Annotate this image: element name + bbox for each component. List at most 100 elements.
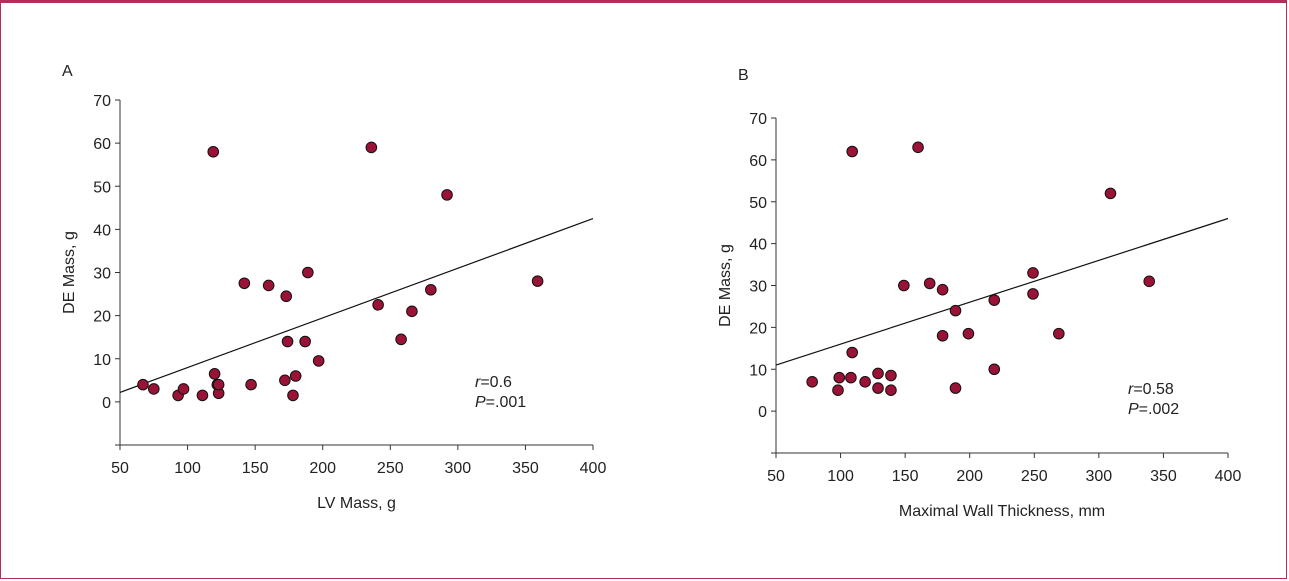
data-point [147, 383, 160, 395]
x-axis-title: LV Mass, g [317, 495, 396, 512]
data-point [196, 389, 209, 402]
data-point [806, 376, 818, 388]
x-tick-label: 300 [445, 460, 472, 477]
p-value: P=.001 [475, 394, 526, 411]
y-axis-title: DE Mass, g [717, 244, 734, 327]
data-point [832, 384, 844, 396]
p-value: P=.002 [1128, 401, 1179, 418]
data-point [1143, 275, 1156, 288]
y-tick-label: 0 [102, 395, 111, 412]
x-tick-label: 50 [111, 460, 129, 477]
data-point [262, 279, 275, 292]
y-tick-label: 60 [93, 136, 111, 153]
x-axis-ticks: 50 100 150 200 250 300 350 400 [767, 453, 1241, 485]
data-point [923, 277, 936, 290]
y-tick-label: 40 [93, 222, 111, 239]
regression-line [775, 217, 1229, 366]
panel-a: A 0 10 20 30 40 50 60 70 50 100 150 200 250 300 350 40… [61, 63, 606, 512]
data-point [912, 141, 924, 154]
y-axis-ticks: 0 10 20 30 40 50 60 70 [93, 93, 120, 446]
x-axis-ticks: 50 100 150 200 250 300 350 400 [111, 445, 606, 477]
stat-r-symbol: r [1128, 381, 1134, 398]
data-point [872, 367, 884, 380]
y-axis-title: DE Mass, g [61, 231, 78, 314]
x-tick-label: 100 [827, 468, 854, 485]
panel-label: B [738, 67, 749, 84]
stat-r-value: =0.58 [1133, 381, 1174, 398]
x-tick-label: 350 [512, 460, 539, 477]
data-point [962, 327, 975, 340]
data-points [806, 141, 1156, 396]
y-tick-label: 50 [93, 179, 111, 196]
data-point [936, 283, 949, 296]
y-tick-label: 20 [749, 320, 767, 337]
x-tick-label: 400 [580, 460, 607, 477]
data-point [302, 266, 314, 279]
data-point [898, 279, 910, 292]
y-tick-label: 0 [758, 404, 767, 421]
data-points [137, 141, 544, 402]
data-point [245, 378, 257, 391]
data-point [312, 355, 325, 367]
regression-line [119, 218, 594, 393]
data-point [441, 189, 453, 201]
data-point [1027, 288, 1039, 300]
data-point [988, 294, 1001, 306]
panel-label: A [62, 63, 73, 80]
data-point [949, 382, 962, 394]
data-point [177, 383, 190, 395]
data-point [872, 382, 884, 394]
data-point [238, 277, 251, 290]
y-tick-label: 10 [749, 362, 767, 379]
panel-b: B 0 10 20 30 40 50 60 70 50 100 150 200 250 300 350 40… [717, 67, 1241, 520]
data-point [287, 389, 299, 402]
data-point [207, 145, 220, 158]
data-point [1104, 187, 1117, 200]
data-point [372, 299, 384, 311]
data-point [281, 335, 294, 348]
stat-p-value: =.002 [1139, 401, 1180, 418]
x-tick-label: 250 [377, 460, 404, 477]
data-point [208, 368, 221, 380]
x-tick-label: 200 [309, 460, 336, 477]
y-tick-label: 30 [749, 279, 767, 296]
x-tick-label: 100 [174, 460, 201, 477]
stat-p-symbol: P [475, 394, 486, 411]
y-tick-label: 60 [749, 153, 767, 170]
data-point [406, 305, 418, 318]
data-point [846, 145, 858, 158]
x-tick-label: 150 [242, 460, 269, 477]
correlation-r: r=0.58 [1128, 381, 1174, 398]
correlation-r: r=0.6 [475, 374, 512, 391]
data-point [212, 378, 225, 391]
y-tick-label: 30 [93, 266, 111, 283]
data-point [859, 376, 871, 388]
data-point [1027, 267, 1039, 279]
data-point [885, 384, 897, 396]
y-tick-label: 20 [93, 309, 111, 326]
y-tick-label: 40 [749, 237, 767, 254]
stat-p-symbol: P [1128, 401, 1139, 418]
data-point [279, 374, 291, 387]
data-point [299, 335, 311, 348]
data-point [988, 363, 1001, 376]
x-tick-label: 350 [1150, 468, 1177, 485]
data-point [137, 378, 149, 391]
y-tick-label: 10 [93, 352, 111, 369]
x-tick-label: 300 [1086, 468, 1113, 485]
data-point [949, 304, 962, 317]
x-tick-label: 400 [1215, 468, 1242, 485]
data-point [936, 329, 949, 342]
x-tick-label: 250 [1021, 468, 1048, 485]
y-tick-label: 50 [749, 195, 767, 212]
data-point [425, 283, 437, 296]
y-tick-label: 70 [749, 111, 767, 128]
x-tick-label: 200 [956, 468, 983, 485]
data-point [280, 290, 293, 303]
x-tick-label: 150 [892, 468, 919, 485]
data-point [846, 346, 858, 359]
data-point [885, 369, 897, 382]
data-point [833, 371, 846, 384]
